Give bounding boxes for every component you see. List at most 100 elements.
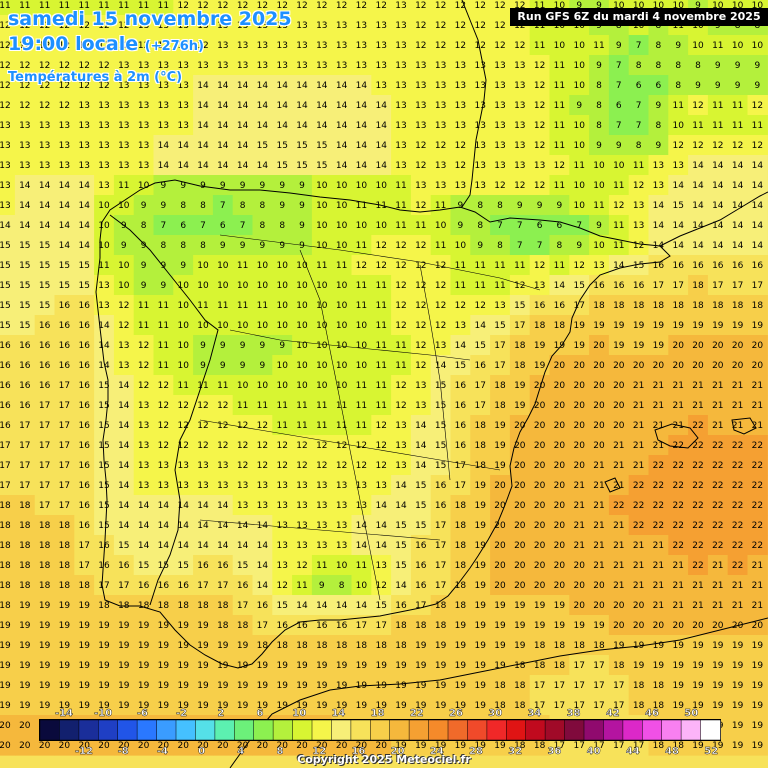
temperature-cell [0, 95, 16, 116]
temperature-value: 9 [576, 241, 582, 251]
temperature-value: 8 [200, 201, 206, 211]
temperature-value: 13 [78, 121, 89, 131]
temperature-value: 13 [177, 121, 188, 131]
temperature-value: 17 [0, 481, 11, 491]
temperature-value: 18 [514, 681, 526, 691]
temperature-value: 11 [257, 301, 268, 311]
temperature-cell [94, 255, 115, 276]
temperature-cell [589, 55, 610, 76]
temperature-value: 22 [732, 541, 743, 551]
temperature-value: 10 [573, 181, 585, 191]
temperature-cell [94, 275, 115, 296]
temperature-value: 12 [435, 321, 446, 331]
temperature-value: 19 [415, 661, 427, 671]
temperature-value: 14 [692, 221, 704, 231]
temperature-value: 11 [395, 341, 406, 351]
temperature-cell [371, 95, 392, 116]
temperature-value: 10 [732, 41, 744, 51]
temperature-value: 19 [276, 681, 288, 691]
temperature-value: 7 [616, 81, 622, 91]
temperature-value: 19 [474, 641, 486, 651]
copyright: Copyright 2025 Meteociel.fr [297, 753, 471, 766]
temperature-value: 20 [573, 601, 585, 611]
temperature-value: 19 [633, 341, 645, 351]
temperature-value: 12 [158, 401, 169, 411]
temperature-value: 21 [633, 441, 644, 451]
temperature-value: 12 [435, 41, 446, 51]
temperature-value: 15 [39, 261, 50, 271]
temperature-value: 20 [613, 401, 625, 411]
temperature-value: 21 [573, 521, 584, 531]
temperature-value: 9 [180, 261, 186, 271]
temperature-value: 19 [138, 641, 150, 651]
temperature-value: 21 [593, 521, 604, 531]
temperature-value: 18 [217, 621, 229, 631]
temperature-value: 16 [19, 341, 31, 351]
legend-swatch [59, 719, 80, 741]
temperature-value: 19 [276, 661, 288, 671]
temperature-value: 14 [415, 461, 427, 471]
temperature-value: 19 [752, 741, 764, 751]
temperature-value: 10 [197, 321, 209, 331]
temperature-value: 19 [653, 661, 665, 671]
temperature-value: 10 [375, 181, 387, 191]
temperature-value: 16 [0, 421, 11, 431]
temperature-value: 21 [653, 381, 664, 391]
temperature-value: 20 [573, 581, 585, 591]
temperature-cell [252, 55, 273, 76]
temperature-cell [0, 275, 16, 296]
temperature-cell [252, 15, 273, 36]
temperature-value: 16 [78, 301, 90, 311]
temperature-value: 17 [78, 561, 89, 571]
temperature-value: 14 [752, 181, 764, 191]
temperature-value: 13 [98, 301, 109, 311]
temperature-value: 12 [356, 1, 367, 11]
temperature-value: 11 [613, 221, 624, 231]
temperature-value: 20 [554, 461, 566, 471]
temperature-value: 19 [158, 681, 170, 691]
temperature-cell [569, 155, 590, 176]
temperature-value: 21 [593, 481, 604, 491]
temperature-value: 10 [573, 41, 585, 51]
temperature-value: 17 [39, 501, 50, 511]
temperature-cell [14, 0, 36, 16]
temperature-value: 13 [257, 481, 268, 491]
temperature-value: 16 [336, 621, 348, 631]
temperature-cell [272, 15, 293, 36]
temperature-value: 9 [656, 101, 662, 111]
temperature-cell [549, 55, 570, 76]
temperature-value: 18 [78, 581, 90, 591]
temperature-value: 12 [435, 261, 446, 271]
temperature-value: 12 [296, 561, 307, 571]
temperature-cell [569, 115, 590, 136]
temperature-cell [707, 175, 729, 196]
temperature-cell [490, 175, 511, 196]
temperature-value: 14 [98, 361, 110, 371]
temperature-cell [470, 95, 491, 116]
legend-swatch [408, 719, 430, 741]
temperature-value: 19 [474, 621, 486, 631]
temperature-value: 19 [554, 621, 566, 631]
temperature-value: 14 [276, 121, 288, 131]
temperature-value: 11 [296, 421, 307, 431]
temperature-value: 16 [613, 281, 625, 291]
temperature-value: 8 [141, 221, 147, 231]
temperature-value: 8 [161, 241, 167, 251]
temperature-value: 16 [554, 301, 566, 311]
temperature-cell [688, 115, 709, 136]
temperature-value: 22 [672, 501, 683, 511]
temperature-cell [331, 215, 353, 236]
temperature-value: 13 [59, 161, 70, 171]
temperature-value: 19 [19, 641, 31, 651]
temperature-value: 21 [613, 541, 624, 551]
temperature-value: 21 [653, 601, 664, 611]
temperature-value: 12 [455, 301, 466, 311]
temperature-value: 11 [296, 401, 307, 411]
temperature-value: 21 [573, 501, 584, 511]
temperature-value: 19 [435, 681, 447, 691]
temperature-value: 9 [656, 141, 662, 151]
temperature-value: 19 [712, 321, 724, 331]
temperature-value: 11 [712, 41, 723, 51]
temperature-cell [133, 75, 155, 96]
temperature-value: 10 [336, 361, 348, 371]
